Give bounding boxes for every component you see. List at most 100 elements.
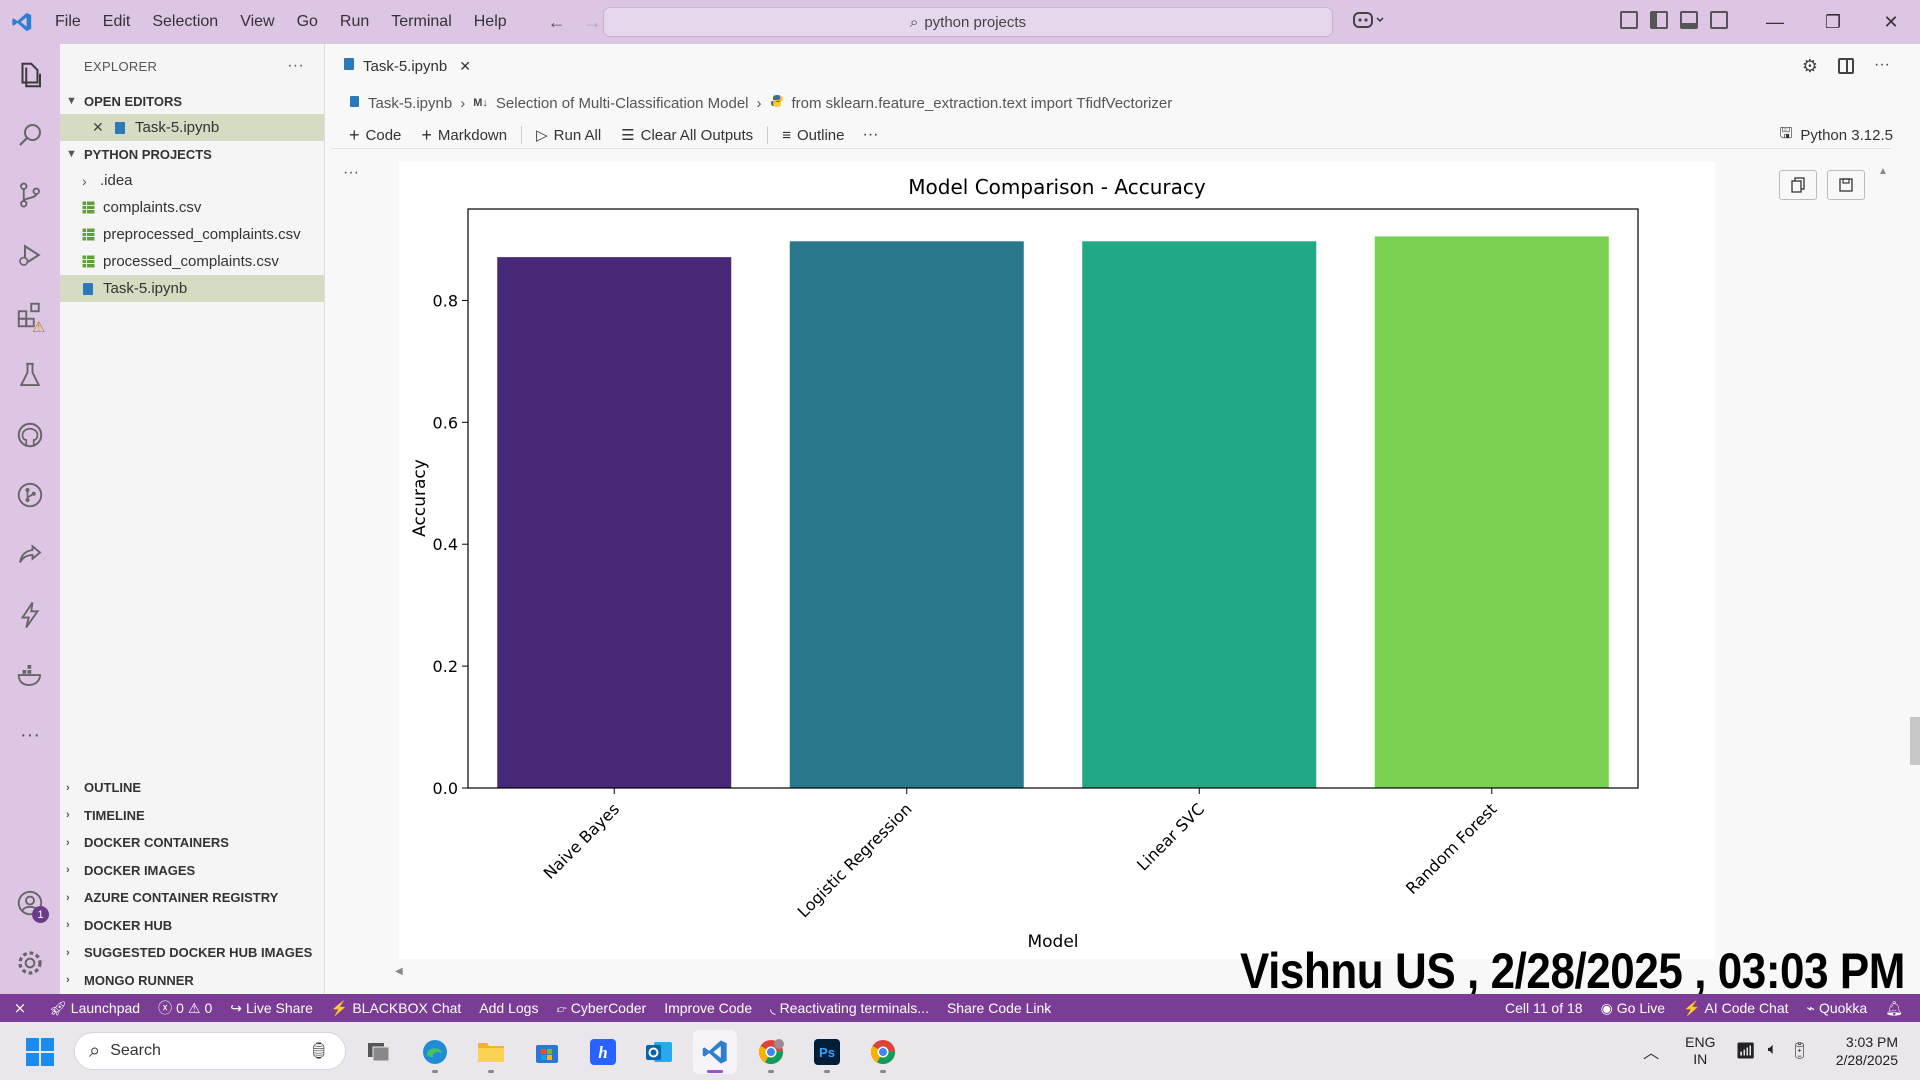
tab-task-5[interactable]: Task-5.ipynb ✕: [331, 44, 487, 88]
clock[interactable]: 3:03 PM 2/28/2025: [1836, 1033, 1898, 1069]
menu-run[interactable]: Run: [339, 13, 370, 30]
panel-mongo-runner[interactable]: › MONGO RUNNER: [60, 967, 324, 995]
minimize-icon[interactable]: —: [1766, 11, 1784, 32]
scroll-left-icon[interactable]: ◀: [395, 966, 403, 977]
save-output-icon[interactable]: [1827, 170, 1865, 200]
git-graph-icon[interactable]: [0, 470, 60, 520]
extensions-icon[interactable]: ⚠: [0, 290, 60, 340]
scroll-up-icon[interactable]: ▲: [1878, 166, 1888, 177]
cell-position-item[interactable]: Cell 11 of 18: [1496, 1000, 1592, 1016]
open-editors-section[interactable]: ▼ OPEN EDITORS: [60, 88, 324, 114]
back-arrow-icon[interactable]: ←: [547, 11, 566, 32]
toolbar-more-icon[interactable]: ···: [862, 126, 879, 143]
menu-help[interactable]: Help: [473, 13, 507, 30]
restore-icon[interactable]: ❐: [1824, 11, 1842, 32]
tray-icons[interactable]: 📶︎ 🔈︎ 🔋︎: [1735, 1041, 1809, 1061]
menu-terminal[interactable]: Terminal: [391, 13, 452, 30]
launchpad-item[interactable]: 🚀︎ Launchpad: [40, 1000, 149, 1017]
gear-icon[interactable]: ⚙: [1801, 56, 1819, 76]
add-logs-item[interactable]: Add Logs: [470, 1000, 547, 1016]
panel-azure-container-registry[interactable]: › AZURE CONTAINER REGISTRY: [60, 884, 324, 912]
tree-item-file[interactable]: processed_complaints.csv: [60, 248, 324, 275]
input-language[interactable]: ENG IN: [1685, 1034, 1715, 1068]
remote-indicator-icon[interactable]: ⨯: [13, 1000, 27, 1017]
menu-selection[interactable]: Selection: [152, 13, 219, 30]
add-code-cell-button[interactable]: + Code: [339, 125, 411, 146]
testing-icon[interactable]: [0, 350, 60, 400]
toggle-panel-icon[interactable]: [1680, 11, 1698, 29]
chevron-up-icon[interactable]: ︿: [1643, 1045, 1660, 1062]
docker-icon[interactable]: [0, 650, 60, 700]
kernel-picker[interactable]: 🖫 Python 3.12.5: [1780, 123, 1893, 148]
edge-icon[interactable]: [413, 1030, 457, 1074]
ai-code-chat-item[interactable]: ⚡ AI Code Chat: [1674, 1000, 1798, 1017]
cybercoder-item[interactable]: 👉︎ CyberCoder: [547, 1000, 655, 1017]
chrome-profile-icon[interactable]: [749, 1030, 793, 1074]
search-icon[interactable]: [0, 110, 60, 160]
tree-item-file[interactable]: complaints.csv: [60, 194, 324, 221]
share-code-link-item[interactable]: Share Code Link: [938, 1000, 1060, 1016]
close-tab-icon[interactable]: ✕: [459, 57, 471, 74]
command-center-search[interactable]: ⌕ python projects: [603, 7, 1333, 37]
customize-layout-icon[interactable]: [1620, 11, 1638, 29]
menu-view[interactable]: View: [240, 13, 275, 30]
outlook-icon[interactable]: [637, 1030, 681, 1074]
improve-code-item[interactable]: Improve Code: [655, 1000, 761, 1016]
explorer-icon[interactable]: [0, 50, 60, 100]
forward-arrow-icon[interactable]: →: [583, 11, 602, 32]
outline-button[interactable]: ≡ Outline: [772, 127, 854, 144]
panel-docker-containers[interactable]: › DOCKER CONTAINERS: [60, 829, 324, 857]
microsoft-store-icon[interactable]: [525, 1030, 569, 1074]
file-explorer-icon[interactable]: [469, 1030, 513, 1074]
menu-file[interactable]: File: [55, 13, 81, 30]
source-control-icon[interactable]: [0, 170, 60, 220]
split-editor-icon[interactable]: [1838, 58, 1855, 74]
menu-go[interactable]: Go: [296, 13, 318, 30]
open-editor-item[interactable]: ✕ Task-5.ipynb: [60, 114, 324, 141]
live-share-icon[interactable]: [0, 530, 60, 580]
vscode-taskbar-icon[interactable]: [693, 1030, 737, 1074]
problems-item[interactable]: ⓧ 0 ⚠ 0: [149, 998, 221, 1018]
tree-item-file[interactable]: preprocessed_complaints.csv: [60, 221, 324, 248]
close-window-icon[interactable]: ✕: [1883, 11, 1899, 32]
close-icon[interactable]: ✕: [92, 119, 104, 135]
notifications-icon[interactable]: 🔔︎: [1885, 999, 1903, 1016]
tree-item-folder[interactable]: › .idea: [60, 167, 324, 194]
run-debug-icon[interactable]: [0, 230, 60, 280]
scrollbar-thumb[interactable]: [1910, 717, 1920, 765]
breadcrumb-section[interactable]: Selection of Multi-Classification Model: [495, 94, 749, 112]
add-markdown-cell-button[interactable]: + Markdown: [411, 125, 517, 146]
lightning-icon[interactable]: [0, 590, 60, 640]
blackbox-item[interactable]: ⚡ BLACKBOX Chat: [322, 1000, 470, 1017]
more-views-icon[interactable]: ···: [20, 723, 40, 746]
clear-all-outputs-button[interactable]: ☰ Clear All Outputs: [611, 126, 763, 145]
breadcrumb-file[interactable]: Task-5.ipynb: [368, 94, 453, 112]
panel-outline[interactable]: › OUTLINE: [60, 774, 324, 802]
windows-start-icon[interactable]: [26, 1038, 54, 1070]
photoshop-icon[interactable]: Ps: [805, 1030, 849, 1074]
panel-docker-hub[interactable]: › DOCKER HUB: [60, 912, 324, 940]
github-icon[interactable]: [0, 410, 60, 460]
toggle-primary-sidebar-icon[interactable]: [1650, 11, 1668, 29]
task-view-icon[interactable]: [357, 1030, 401, 1074]
panel-timeline[interactable]: › TIMELINE: [60, 802, 324, 830]
quokka-item[interactable]: ⌁ Quokka: [1798, 1000, 1877, 1017]
taskbar-search[interactable]: ⌕ Search 🏮︎: [74, 1032, 346, 1070]
explorer-more-icon[interactable]: ···: [287, 57, 304, 74]
panel-docker-images[interactable]: › DOCKER IMAGES: [60, 857, 324, 885]
copy-output-icon[interactable]: [1779, 170, 1817, 200]
cell-output-more-icon[interactable]: ···: [343, 164, 359, 181]
panel-suggested-docker-hub-images[interactable]: › SUGGESTED DOCKER HUB IMAGES: [60, 939, 324, 967]
chrome-icon[interactable]: [861, 1030, 905, 1074]
copilot-icon[interactable]: [1352, 10, 1386, 35]
accounts-icon[interactable]: 1: [0, 878, 60, 928]
hashnode-icon[interactable]: h: [581, 1030, 625, 1074]
menu-edit[interactable]: Edit: [102, 13, 131, 30]
breadcrumb-cell[interactable]: from sklearn.feature_extraction.text imp…: [791, 94, 1173, 112]
toggle-secondary-sidebar-icon[interactable]: [1710, 11, 1728, 29]
python-projects-section[interactable]: ▼ PYTHON PROJECTS: [60, 141, 324, 167]
live-share-item[interactable]: ↪ Live Share: [221, 1000, 322, 1017]
manage-gear-icon[interactable]: [0, 938, 60, 988]
run-all-button[interactable]: ▷ Run All: [526, 126, 611, 145]
more-actions-icon[interactable]: ···: [1874, 56, 1890, 73]
